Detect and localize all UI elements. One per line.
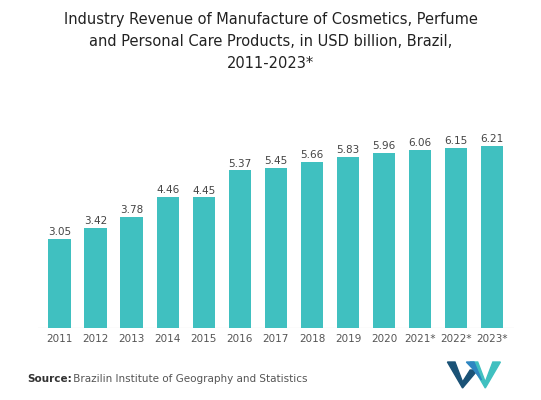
Text: 4.45: 4.45 [192, 186, 215, 196]
Polygon shape [470, 362, 500, 388]
Bar [409, 150, 431, 328]
Text: 5.83: 5.83 [337, 145, 360, 155]
Bar [481, 146, 504, 328]
Text: 4.46: 4.46 [156, 186, 179, 196]
Bar [193, 198, 215, 328]
Text: 5.45: 5.45 [265, 156, 287, 166]
Text: 5.66: 5.66 [300, 150, 324, 160]
Text: Source:: Source: [27, 374, 72, 384]
Text: 3.42: 3.42 [84, 216, 107, 226]
Bar [156, 197, 179, 328]
Polygon shape [447, 362, 478, 388]
Polygon shape [466, 362, 481, 380]
Bar [84, 228, 107, 328]
Text: 6.15: 6.15 [445, 136, 468, 146]
Bar [445, 148, 467, 328]
Text: 5.37: 5.37 [228, 159, 252, 169]
Text: 6.21: 6.21 [481, 134, 504, 144]
Bar [373, 153, 395, 328]
Bar [48, 238, 71, 328]
Text: Brazilin Institute of Geography and Statistics: Brazilin Institute of Geography and Stat… [70, 374, 308, 384]
Text: 5.96: 5.96 [373, 142, 395, 152]
Text: 6.06: 6.06 [408, 138, 432, 148]
Text: 3.78: 3.78 [120, 205, 143, 215]
Bar [229, 170, 251, 328]
Text: Industry Revenue of Manufacture of Cosmetics, Perfume
and Personal Care Products: Industry Revenue of Manufacture of Cosme… [63, 12, 478, 71]
Bar [337, 157, 359, 328]
Bar [265, 168, 287, 328]
Bar [121, 217, 143, 328]
Bar [301, 162, 323, 328]
Text: 3.05: 3.05 [48, 227, 71, 237]
